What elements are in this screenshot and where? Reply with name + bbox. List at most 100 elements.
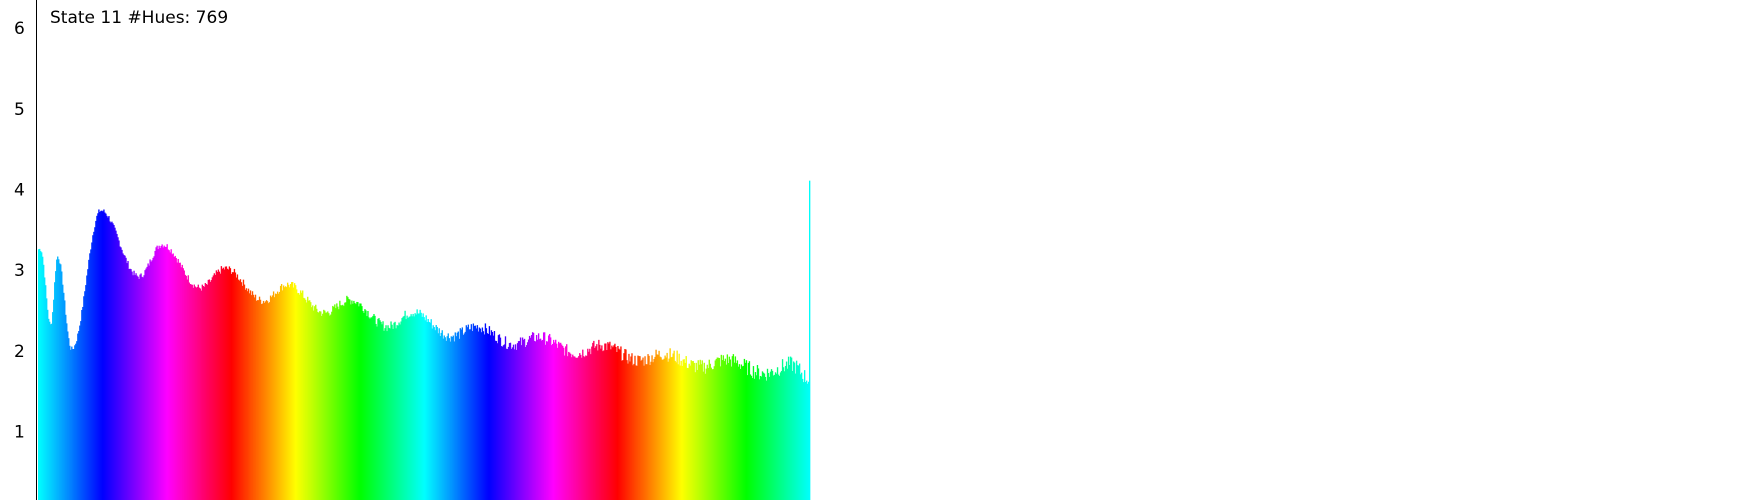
histogram-bar [213, 273, 216, 500]
histogram-bar [563, 347, 565, 500]
histogram-bar [613, 345, 615, 500]
histogram-bars [38, 180, 811, 500]
histogram-bar [806, 383, 809, 500]
histogram-bar [190, 284, 192, 500]
histogram-bar [693, 362, 695, 500]
histogram-bar [426, 322, 428, 500]
histogram-bar [627, 363, 629, 500]
histogram-bar [122, 253, 124, 500]
histogram-bar [84, 291, 86, 500]
histogram-bar [386, 331, 388, 500]
histogram-bar [427, 319, 429, 500]
histogram-bar [291, 281, 294, 500]
histogram-bar [518, 340, 521, 500]
histogram-bar [387, 325, 389, 500]
histogram-bar [445, 340, 447, 500]
histogram-bar [263, 302, 266, 500]
histogram-bar [700, 364, 702, 500]
histogram-bar [304, 298, 306, 500]
histogram-bar [635, 365, 637, 500]
histogram-bar [597, 350, 599, 500]
histogram-bar [526, 342, 529, 500]
histogram-bar [184, 274, 186, 500]
histogram-bar [126, 263, 128, 500]
histogram-bar [778, 375, 781, 500]
histogram-bar [260, 304, 263, 500]
histogram-bar [780, 370, 783, 500]
histogram-bar [340, 305, 342, 500]
histogram-bar [298, 292, 300, 500]
histogram-bar [92, 235, 94, 500]
histogram-bar [181, 264, 183, 500]
histogram-bar [774, 372, 777, 500]
histogram-bar [512, 344, 515, 500]
histogram-bar [782, 367, 785, 500]
histogram-bar [629, 361, 631, 500]
histogram-bar [286, 282, 289, 500]
histogram-bar [688, 363, 690, 500]
histogram-bar [165, 246, 167, 500]
histogram-bar [439, 336, 441, 500]
histogram-bar [477, 331, 480, 500]
histogram-bar [528, 335, 531, 500]
histogram-bar [287, 284, 290, 500]
histogram-bar [765, 380, 768, 500]
histogram-bar [281, 290, 284, 500]
histogram-bar [334, 304, 336, 500]
histogram-bar [792, 361, 795, 500]
histogram-bar [146, 266, 148, 500]
histogram-bar [798, 363, 801, 500]
histogram-bar [196, 286, 198, 500]
histogram-bar [144, 270, 146, 500]
histogram-bar [464, 331, 467, 500]
histogram-bar [568, 351, 570, 500]
histogram-bar [699, 359, 701, 500]
chart-title: State 11 #Hues: 769 [50, 8, 228, 28]
histogram-bar [443, 335, 445, 500]
histogram-bar [772, 375, 775, 500]
histogram-bar [296, 289, 298, 500]
y-tick-label: 3 [14, 261, 25, 281]
histogram-bar [191, 284, 193, 500]
histogram-bar [151, 260, 153, 500]
histogram-bar [463, 333, 465, 500]
y-axis-ticks: 1 2 3 4 5 6 [14, 19, 25, 442]
histogram-bar [650, 361, 652, 500]
histogram-bar [319, 311, 321, 500]
histogram-bar [265, 300, 268, 500]
histogram-bar [514, 344, 517, 500]
histogram-bar [541, 339, 544, 500]
histogram-bar [179, 262, 181, 500]
histogram-bar [531, 332, 534, 500]
histogram-bar [348, 298, 350, 500]
histogram-bar [549, 337, 552, 500]
histogram-bar [72, 349, 74, 500]
histogram-bar [96, 215, 98, 500]
histogram-bar [429, 322, 431, 500]
histogram-bar [161, 244, 163, 500]
histogram-bar [670, 357, 672, 500]
histogram-bar [675, 362, 677, 500]
histogram-bar [625, 349, 627, 500]
histogram-bar [453, 341, 455, 500]
histogram-bar [738, 364, 741, 500]
histogram-bar [591, 346, 593, 500]
histogram-bar [465, 325, 468, 500]
histogram-bar [722, 355, 725, 500]
histogram-bar [750, 375, 753, 500]
histogram-bar [324, 310, 326, 500]
histogram-bar [590, 354, 592, 500]
histogram-bar [438, 328, 440, 500]
histogram-bar [610, 349, 612, 500]
histogram-bar [574, 356, 576, 500]
histogram-bar [440, 332, 442, 500]
histogram-bar [288, 287, 291, 500]
histogram-bar [216, 272, 219, 500]
histogram-bar [745, 360, 748, 500]
histogram-bar [676, 350, 678, 500]
histogram-bar [351, 300, 353, 500]
histogram-bar [318, 312, 320, 500]
histogram-bar [89, 253, 91, 500]
histogram-bar [360, 303, 362, 500]
histogram-bar [658, 350, 660, 500]
